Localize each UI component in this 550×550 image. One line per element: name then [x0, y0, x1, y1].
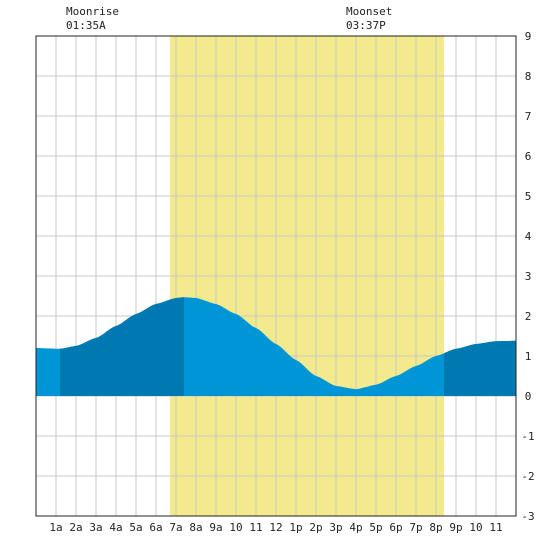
x-tick-label: 2p	[309, 521, 322, 534]
plot-border	[35, 35, 517, 517]
x-tick-label: 5a	[129, 521, 142, 534]
moonrise-label: Moonrise	[66, 5, 119, 18]
y-tick-label: 6	[525, 150, 532, 163]
x-tick-label: 5p	[369, 521, 382, 534]
axis-ticks: 1a 2a 3a 4a 5a 6a 7a 8a 9a 10 11 12 1p 2p 3p 4p 5p 6p 7p 8p…	[49, 30, 534, 534]
tide-series	[36, 297, 516, 396]
x-tick-label: 9p	[449, 521, 462, 534]
x-tick-label: 7p	[409, 521, 422, 534]
moonset-time: 03:37P	[346, 19, 386, 32]
y-tick-label: 8	[525, 70, 532, 83]
y-tick-label: 2	[525, 310, 532, 323]
y-tick-label: 9	[525, 30, 532, 43]
y-tick-label: -1	[521, 430, 534, 443]
x-tick-label: 12	[269, 521, 282, 534]
x-tick-label: 1a	[49, 521, 62, 534]
x-tick-label: 8a	[189, 521, 202, 534]
y-tick-label: 4	[525, 230, 532, 243]
x-tick-label: 4a	[109, 521, 122, 534]
x-tick-label: 10	[229, 521, 242, 534]
x-tick-label: 6p	[389, 521, 402, 534]
y-tick-label: 5	[525, 190, 532, 203]
tide-area-night	[444, 340, 516, 396]
x-tick-label: 10	[469, 521, 482, 534]
x-tick-label: 8p	[429, 521, 442, 534]
y-tick-label: 1	[525, 350, 532, 363]
x-tick-label: 4p	[349, 521, 362, 534]
x-tick-label: 7a	[169, 521, 182, 534]
x-tick-label: 9a	[209, 521, 222, 534]
moonrise-time: 01:35A	[66, 19, 106, 32]
x-tick-label: 6a	[149, 521, 162, 534]
x-tick-label: 3a	[89, 521, 102, 534]
y-tick-label: -3	[521, 510, 534, 523]
x-tick-label: 11	[489, 521, 502, 534]
x-tick-label: 1p	[289, 521, 302, 534]
x-tick-label: 2a	[69, 521, 82, 534]
y-tick-label: 0	[525, 390, 532, 403]
y-tick-label: -2	[521, 470, 534, 483]
y-tick-label: 7	[525, 110, 532, 123]
x-tick-label: 3p	[329, 521, 342, 534]
x-tick-label: 11	[249, 521, 262, 534]
tide-area-night	[60, 297, 184, 396]
moonset-label: Moonset	[346, 5, 392, 18]
y-tick-label: 3	[525, 270, 532, 283]
